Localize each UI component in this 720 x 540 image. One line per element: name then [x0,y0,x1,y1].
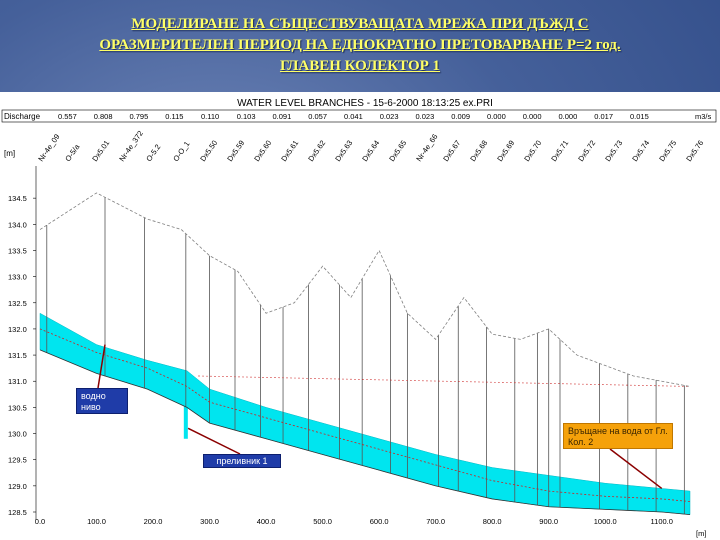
node-label: O-O_1 [171,140,191,164]
y-tick-label: 128.5 [8,508,27,517]
discharge-value: 0.015 [630,112,649,121]
y-tick-label: 132.5 [8,299,27,308]
node-label: Dx5.62 [306,139,327,164]
node-label: Dx5.67 [441,139,462,164]
overflow-shaft [183,404,188,439]
discharge-value: 0.808 [94,112,113,121]
y-tick-label: 133.5 [8,246,27,255]
x-tick-label: 700.0 [426,517,445,526]
node-label: Dx5.73 [603,139,624,164]
y-tick-label: 129.5 [8,456,27,465]
discharge-value: 0.557 [58,112,77,121]
title-line-1: МОДЕЛИРАНЕ НА СЪЩЕСТВУВАЩАТА МРЕЖА ПРИ Д… [131,16,589,32]
overflow-callout: преливник 1 [203,454,281,468]
node-label: Dx5.68 [468,139,489,164]
x-tick-label: 1100.0 [651,517,673,526]
water-level-callout: водно ниво [76,388,128,414]
discharge-value: 0.017 [594,112,613,121]
discharge-unit: m3/s [695,112,712,121]
return-water-callout: Връщане на вода от Гл. Кол. 2 [563,423,673,449]
title-line-3: ГЛАВЕН КОЛЕКТОР 1 [279,58,441,74]
node-label: Dx5.59 [225,139,246,164]
node-label: O-5.2 [144,143,162,164]
node-label: Dx5.71 [549,139,570,164]
y-tick-label: 131.5 [8,351,27,360]
x-tick-label: 900.0 [539,517,558,526]
node-label: Dx5.72 [576,139,597,164]
discharge-value: 0.023 [416,112,435,121]
node-label: Dx5.74 [630,139,651,164]
node-label: Dx5.76 [684,139,705,164]
discharge-value: 0.115 [165,112,183,121]
discharge-value: 0.023 [380,112,399,121]
title-line-2: ОРАЗМЕРИТЕЛЕН ПЕРИОД НА ЕДНОКРАТНО ПРЕТО… [99,37,621,53]
node-label: Dx5.63 [333,139,354,164]
y-tick-label: 130.0 [8,430,27,439]
discharge-label: Discharge [4,112,41,121]
axes: [m] 134.5 134.0 133.5 133.0 132.5 132.0 131.5 13… [4,149,706,538]
return-water-callout-text: Връщане на вода от Гл. Кол. 2 [568,426,668,447]
y-tick-label: 134.5 [8,194,27,203]
x-tick-label: 500.0 [313,517,332,526]
longitudinal-profile-plot: WATER LEVEL BRANCHES - 15-6-2000 18:13:2… [0,92,720,540]
x-tick-label: 600.0 [370,517,389,526]
discharge-value: 0.041 [344,112,363,121]
discharge-value: 0.110 [201,112,219,121]
slide-title: МОДЕЛИРАНЕ НА СЪЩЕСТВУВАЩАТА МРЕЖА ПРИ Д… [0,14,720,77]
return-water-arrow [609,448,663,490]
pipe-crown-line [39,328,691,502]
discharge-value: 0.103 [237,112,256,121]
profile-chart-svg: WATER LEVEL BRANCHES - 15-6-2000 18:13:2… [1,98,717,538]
x-tick-label: 0.0 [35,517,45,526]
water-level-arrow [97,344,106,389]
discharge-row-frame [1,109,717,123]
node-labels: Nr-4e_09 O-5/a Dx5.01 Nr-4e_372 O-5.2 O-O_1 Dx… [36,129,705,163]
node-label: Dx5.61 [279,139,300,164]
discharge-value: 0.057 [308,112,327,121]
node-label: Dx5.64 [360,139,381,164]
discharge-value: 0.000 [559,112,578,121]
y-tick-label: 133.0 [8,273,27,282]
discharge-value: 0.000 [523,112,542,121]
y-tick-label: 131.0 [8,377,27,386]
ground-line [39,192,691,387]
y-axis-unit: [m] [4,149,15,158]
plot-area [39,192,691,516]
discharge-value: 0.009 [451,112,470,121]
node-label: Dx5.70 [522,139,543,164]
node-label: Dx5.75 [657,139,678,164]
discharge-value: 0.795 [130,112,149,121]
plot-header: WATER LEVEL BRANCHES - 15-6-2000 18:13:2… [237,98,493,109]
node-label: Nr-4e_372 [117,129,145,163]
node-label: Nr-4e_66 [414,132,439,163]
x-axis-unit: [m] [696,529,706,538]
x-tick-label: 800.0 [483,517,502,526]
y-tick-label: 132.0 [8,325,27,334]
y-tick-label: 130.5 [8,403,27,412]
x-tick-label: 1000.0 [594,517,617,526]
y-tick-label: 129.0 [8,482,27,491]
critical-level-line [198,375,691,387]
x-tick-label: 300.0 [200,517,219,526]
x-tick-label: 200.0 [144,517,163,526]
node-label: Dx5.01 [90,139,111,164]
discharge-row: Discharge 0.557 0.808 0.795 0.115 0.110 0.103 0… [1,109,717,123]
discharge-value: 0.000 [487,112,506,121]
node-label: Dx5.69 [495,139,516,164]
water-level-callout-text: водно ниво [81,391,106,412]
overflow-callout-text: преливник 1 [216,456,268,466]
water-fill [39,312,691,515]
discharge-value: 0.091 [273,112,292,121]
x-tick-label: 100.0 [87,517,106,526]
node-label: Nr-4e_09 [36,132,61,163]
node-label: O-5/a [63,142,82,163]
overflow-arrow [187,427,241,455]
node-label: Dx5.65 [387,139,408,164]
node-label: Dx5.60 [252,139,273,164]
pipe-invert-line [39,349,691,516]
x-tick-label: 400.0 [257,517,276,526]
node-label: Dx5.50 [198,139,219,164]
y-tick-label: 134.0 [8,220,27,229]
